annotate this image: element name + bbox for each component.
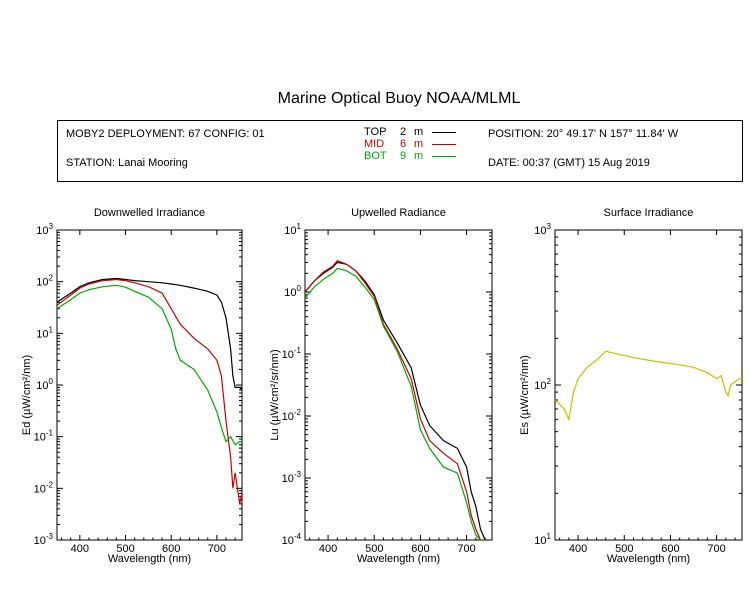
plot-frame-2 [554,229,743,541]
x-axis-label-0: Wavelength (nm) [108,553,191,565]
y-tick-label-1-2: 10-1 [282,346,302,361]
x-axis-label-1: Wavelength (nm) [357,553,440,565]
legend-bot-unit: m [414,150,424,162]
x-tick-label-1-2: 600 [411,543,429,555]
y-tick-label-1-4: 10-3 [282,470,302,485]
y-tick-label-1-0: 101 [284,222,301,237]
series-line-1-0 [305,261,488,540]
info-box: MOBY2 DEPLOYMENT: 67 CONFIG: 01 STATION:… [57,120,743,182]
y-tick-label-2-0: 103 [534,222,551,237]
legend-top-depth: 2 [400,126,407,138]
series-line-2-0 [555,350,742,422]
x-tick-label-0-1: 500 [116,543,134,555]
x-tick-label-0-3: 700 [208,543,226,555]
legend-bot-label: BOT [364,150,387,162]
y-tick-label-0-3: 100 [36,377,53,392]
y-tick-label-2-1: 102 [534,377,551,392]
y-tick-label-0-2: 101 [36,325,53,340]
deployment-text: MOBY2 DEPLOYMENT: 67 CONFIG: 01 [66,128,265,140]
y-tick-label-0-6: 10-3 [34,532,54,547]
date-text: DATE: 00:37 (GMT) 15 Aug 2019 [488,157,650,169]
x-tick-label-1-0: 400 [319,543,337,555]
x-tick-label-2-3: 700 [707,543,725,555]
series-line-0-2 [57,284,242,446]
legend-top-line [432,132,456,133]
y-axis-label-1: Lu (µW/cm²/sr/nm) [269,349,281,440]
legend-mid-label: MID [364,138,385,150]
plot-frame-0 [56,229,243,541]
chart-title-1: Upwelled Radiance [351,207,446,219]
station-text: STATION: Lanai Mooring [66,157,188,169]
position-text: POSITION: 20° 49.17' N 157° 11.84' W [488,128,679,140]
chart-title-2: Surface Irradiance [604,207,694,219]
y-tick-label-0-1: 102 [36,274,53,289]
y-axis-label-2: Es (µW/cm²/nm) [519,355,531,435]
x-tick-label-0-0: 400 [71,543,89,555]
y-tick-label-1-5: 10-4 [282,532,302,547]
y-axis-label-0: Ed (µW/cm²/nm) [21,355,33,435]
x-tick-label-1-1: 500 [365,543,383,555]
series-line-1-1 [305,259,486,540]
chart-title-0: Downwelled Irradiance [94,207,205,219]
legend-mid-depth: 6 [400,138,407,150]
plot-frame-1 [304,229,493,541]
legend-top-unit: m [414,126,424,138]
x-tick-label-0-2: 600 [162,543,180,555]
legend-mid-unit: m [414,138,424,150]
series-line-1-2 [305,267,486,540]
y-tick-label-0-4: 10-1 [34,429,54,444]
main-title: Marine Optical Buoy NOAA/MLML [277,90,521,107]
legend-bot-line [432,156,456,157]
y-tick-label-2-2: 101 [534,532,551,547]
x-tick-label-2-1: 500 [615,543,633,555]
x-tick-label-2-2: 600 [661,543,679,555]
y-tick-label-0-0: 103 [36,222,53,237]
y-tick-label-1-3: 10-2 [282,408,302,423]
legend-bot-depth: 9 [400,150,407,162]
legend-top-label: TOP [364,126,387,138]
y-tick-label-1-1: 100 [284,284,301,299]
series-line-0-1 [57,278,242,505]
y-tick-label-0-5: 10-2 [34,480,54,495]
legend-mid-line [432,144,456,145]
x-tick-label-2-0: 400 [569,543,587,555]
x-tick-label-1-3: 700 [457,543,475,555]
x-axis-label-2: Wavelength (nm) [607,553,690,565]
series-line-0-0 [57,277,242,391]
